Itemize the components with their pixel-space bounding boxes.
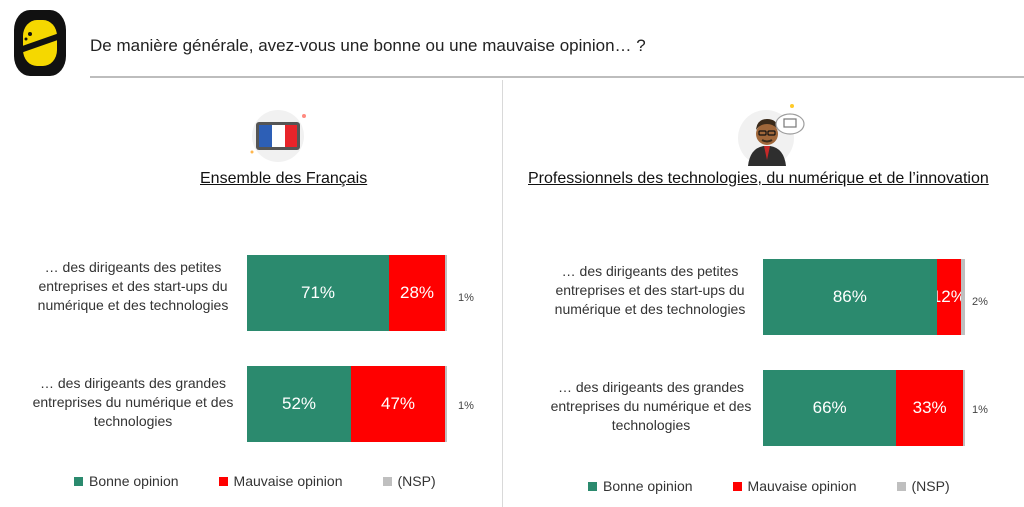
- tech-professional-icon: [738, 104, 805, 166]
- data-label: 52%: [281, 394, 317, 413]
- legend-label: (NSP): [397, 473, 436, 489]
- bar-segment-bad: 33%: [896, 370, 963, 446]
- legend-label: Bonne opinion: [603, 478, 693, 494]
- legend-item-bad: Mauvaise opinion: [732, 478, 857, 494]
- data-label: 28%: [399, 283, 435, 302]
- legend-label: Bonne opinion: [89, 473, 179, 489]
- bar-segment-good: 71%: [247, 255, 389, 331]
- stacked-bar: 71% 28%: [247, 255, 447, 331]
- data-label: 66%: [812, 398, 847, 417]
- legend-swatch-bad: [732, 481, 742, 491]
- data-label: 71%: [300, 283, 336, 302]
- legend-item-nsp: (NSP): [382, 473, 436, 489]
- stacked-bar: 86% 12%: [763, 259, 965, 335]
- bar-segment-good: 86%: [763, 259, 937, 335]
- nsp-label: 2%: [972, 296, 988, 308]
- row-label-large-companies: … des dirigeants des grandes entreprises…: [32, 375, 234, 429]
- bar-segment-good: 52%: [247, 366, 351, 442]
- bar-segment-bad: 47%: [351, 366, 445, 442]
- data-label: 33%: [912, 398, 947, 417]
- legend-swatch-good: [74, 476, 83, 486]
- legend-swatch-bad: [218, 476, 228, 486]
- legend-item-good: Bonne opinion: [588, 478, 693, 494]
- brand-logo: [14, 10, 66, 76]
- bar-segment-nsp: [445, 366, 447, 442]
- bar-segment-nsp: [960, 259, 965, 335]
- panel-title-professionals: Professionnels des technologies, du numé…: [528, 170, 989, 187]
- row-label-large-companies: … des dirigeants des grandes entreprises…: [550, 379, 752, 433]
- nsp-label: 1%: [458, 292, 474, 304]
- legend-label: Mauvaise opinion: [233, 473, 343, 489]
- legend-swatch-good: [588, 481, 597, 491]
- legend-item-bad: Mauvaise opinion: [218, 473, 343, 489]
- stacked-bar: 66% 33%: [763, 370, 965, 446]
- chart-legend: Bonne opinion Mauvaise opinion (NSP): [588, 478, 950, 494]
- nsp-label: 1%: [458, 400, 474, 412]
- data-label: 12%: [937, 287, 961, 306]
- data-label: 86%: [832, 287, 867, 306]
- header-divider: [90, 76, 1024, 78]
- row-label-small-companies: … des dirigeants des petites entreprises…: [37, 259, 229, 313]
- survey-question: De manière générale, avez-vous une bonne…: [90, 36, 646, 55]
- bar-segment-nsp: [962, 370, 965, 446]
- legend-item-good: Bonne opinion: [74, 473, 179, 489]
- data-label: 47%: [380, 394, 416, 413]
- legend-label: Mauvaise opinion: [747, 478, 857, 494]
- bar-segment-nsp: [445, 255, 447, 331]
- chart-legend: Bonne opinion Mauvaise opinion (NSP): [74, 473, 436, 489]
- legend-label: (NSP): [911, 478, 950, 494]
- stacked-bar: 52% 47%: [247, 366, 447, 442]
- nsp-label: 1%: [972, 404, 988, 416]
- legend-swatch-nsp: [896, 481, 906, 491]
- panel-title-france: Ensemble des Français: [200, 170, 368, 187]
- bar-segment-bad: 12%: [936, 259, 961, 335]
- legend-swatch-nsp: [382, 476, 392, 486]
- row-label-small-companies: … des dirigeants des petites entreprises…: [554, 263, 746, 317]
- bar-segment-good: 66%: [763, 370, 897, 446]
- french-flag-icon: [250, 110, 306, 162]
- bar-segment-bad: 28%: [389, 255, 445, 331]
- panel-divider: [502, 80, 503, 507]
- legend-item-nsp: (NSP): [896, 478, 950, 494]
